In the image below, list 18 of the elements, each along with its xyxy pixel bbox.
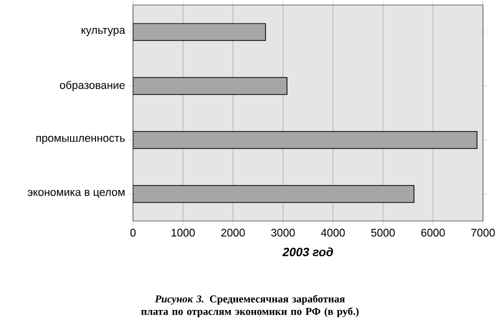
x-tick-label: 7000 [471,228,495,237]
bar [133,185,414,203]
y-tick-label: экономика в целом [28,190,124,198]
bar [133,77,288,95]
y-tick-label: промышленность [36,136,125,144]
x-tick-label: 4000 [321,228,345,237]
x-tick-label: 2000 [221,228,245,237]
x-tick-label: 3000 [271,228,295,237]
y-tick-label: культура [82,28,126,36]
x-axis-title: 2003 год [282,247,333,256]
x-tick-label: 5000 [371,228,395,237]
text: Рисунок 3. Среднемесячная заработная плата по отраслям экономики по РФ (в руб.) [141,294,359,318]
bar [133,23,266,41]
x-tick-label: 1000 [172,228,195,237]
x-tick-label: 0 [130,228,136,237]
y-tick-label: образование [60,80,125,92]
bar [133,131,478,149]
x-tick-label: 6000 [421,228,445,237]
